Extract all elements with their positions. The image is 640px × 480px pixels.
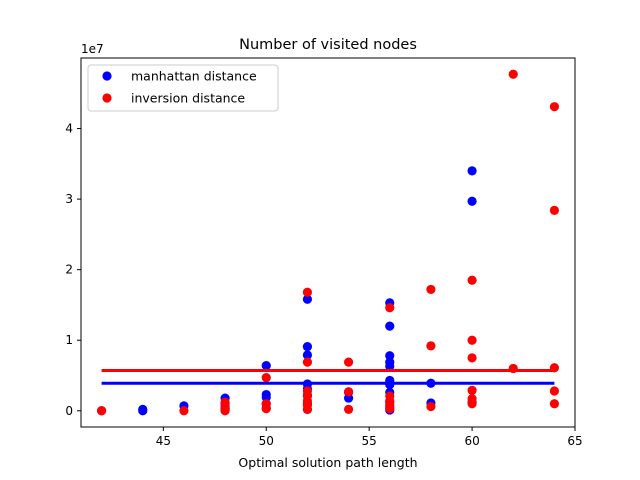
y-offset-text: 1e7 (81, 42, 104, 56)
inversion-legend-marker (102, 93, 112, 103)
manhattan-point (385, 321, 395, 331)
inversion-point (343, 404, 354, 414)
inversion-point (549, 386, 560, 396)
manhattan-point (467, 196, 477, 206)
inversion-point (261, 373, 271, 383)
inversion-point (467, 353, 477, 363)
y-tick-label: 0 (65, 404, 73, 418)
inversion-point (467, 275, 477, 285)
manhattan-point (138, 404, 148, 414)
inversion-point (302, 386, 313, 396)
inversion-point (96, 406, 107, 416)
inversion-legend-label: inversion distance (131, 91, 245, 106)
manhattan-legend-marker (102, 71, 112, 81)
inversion-point (343, 387, 354, 397)
manhattan-point (261, 389, 271, 400)
inversion-point (508, 69, 518, 79)
manhattan-point (261, 361, 271, 371)
x-tick-label: 65 (567, 434, 582, 448)
inversion-point (549, 399, 560, 409)
inversion-point (179, 406, 189, 416)
inversion-point (426, 341, 436, 351)
inversion-point (426, 401, 436, 412)
inversion-point (302, 357, 313, 367)
x-tick-label: 45 (156, 434, 171, 448)
manhattan-point (302, 350, 313, 360)
inversion-point (343, 357, 354, 367)
legend-box (87, 64, 279, 112)
manhattan-point (467, 166, 477, 176)
y-tick-label: 1 (65, 333, 73, 347)
inversion-point (467, 335, 477, 345)
manhattan-point (385, 357, 395, 367)
y-tick-label: 2 (65, 263, 73, 277)
inversion-point (385, 303, 395, 313)
chart-title: Number of visited nodes (239, 37, 417, 53)
y-axis: 0 1 2 3 4 (65, 122, 81, 418)
y-tick-label: 4 (65, 122, 73, 136)
inversion-point (261, 399, 271, 409)
x-tick-label: 60 (464, 434, 479, 448)
manhattan-point (385, 351, 395, 361)
x-tick-label: 50 (259, 434, 274, 448)
manhattan-point (302, 341, 313, 352)
axes-frame (80, 57, 576, 428)
inversion-point (426, 284, 436, 295)
x-tick-label: 55 (362, 434, 377, 448)
inversion-point (549, 102, 560, 112)
x-axis: 45 50 55 60 65 (156, 427, 583, 448)
inversion-point (549, 205, 560, 215)
inversion-point (385, 391, 395, 401)
plot-area (96, 69, 560, 416)
legend: manhattan distance inversion distance (87, 64, 279, 112)
inversion-point (220, 397, 230, 407)
manhattan-legend-label: manhattan distance (131, 69, 257, 84)
inversion-point (467, 385, 477, 395)
inversion-point (467, 394, 477, 404)
inversion-point (302, 287, 313, 297)
x-axis-label: Optimal solution path length (238, 455, 417, 470)
manhattan-point (302, 294, 313, 304)
y-tick-label: 3 (65, 192, 73, 206)
